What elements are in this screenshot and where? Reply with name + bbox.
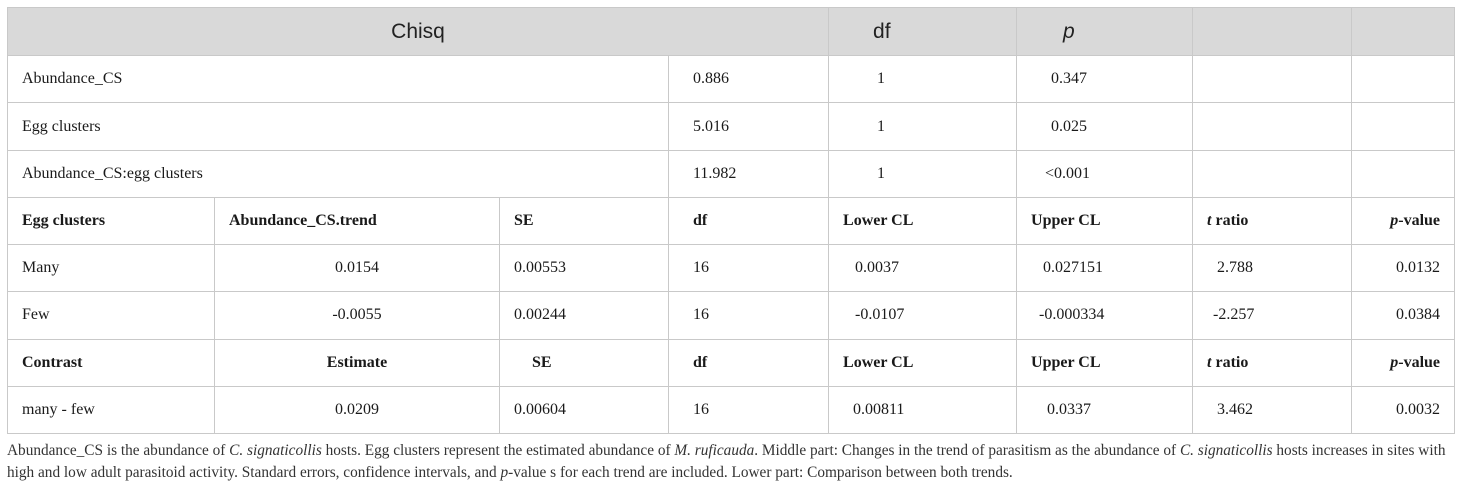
contrast-row: many - few 0.0209 0.00604 16 0.00811 0.0… [7, 385, 1456, 435]
anova-empty-cell [1351, 55, 1456, 104]
anova-p: 0.025 [1016, 102, 1194, 151]
trends-header-trend: Abundance_CS.trend [214, 196, 500, 246]
trend-lower: -0.0107 [828, 291, 1018, 340]
anova-term: Abundance_CS:egg clusters [7, 149, 669, 198]
contrast-t: 3.462 [1192, 385, 1353, 435]
table-caption: Abundance_CS is the abundance of C. sign… [7, 442, 1446, 481]
trend-value: 0.0154 [214, 244, 500, 293]
trend-t: 2.788 [1192, 244, 1353, 293]
contrast-estimate: 0.0209 [214, 385, 500, 435]
contrast-upper: 0.0337 [1016, 385, 1194, 435]
trend-upper: 0.027151 [1016, 244, 1194, 293]
trends-header-t-ratio: t ratio [1192, 196, 1353, 246]
trends-header-row: Egg clusters Abundance_CS.trend SE df Lo… [7, 196, 1456, 246]
trend-se: 0.00244 [499, 291, 669, 340]
header-p: p [1016, 6, 1194, 57]
anova-chisq: 5.016 [667, 102, 830, 151]
results-table: Chisq df p Abundance_CS 0.886 1 0.347 Eg… [6, 6, 1456, 435]
trend-p: 0.0384 [1351, 291, 1456, 340]
anova-term: Egg clusters [7, 102, 669, 151]
contrast-header-contrast: Contrast [7, 338, 215, 387]
header-chisq: Chisq [6, 6, 830, 57]
contrast-header-row: Contrast Estimate SE df Lower CL Upper C… [7, 338, 1456, 387]
anova-row: Egg clusters 5.016 1 0.025 [7, 102, 1456, 151]
trend-row: Many 0.0154 0.00553 16 0.0037 0.027151 2… [7, 244, 1456, 293]
anova-empty-cell [1192, 55, 1353, 104]
trend-t: -2.257 [1192, 291, 1353, 340]
contrast-header-p-value: p-value [1351, 338, 1456, 387]
anova-empty-cell [1192, 102, 1353, 151]
contrast-se: 0.00604 [499, 385, 669, 435]
trends-header-group: Egg clusters [7, 196, 215, 246]
trend-group: Many [7, 244, 215, 293]
anova-df: 1 [828, 55, 1018, 104]
trend-p: 0.0132 [1351, 244, 1456, 293]
contrast-lower: 0.00811 [828, 385, 1018, 435]
anova-df: 1 [828, 102, 1018, 151]
contrast-header-lower: Lower CL [828, 338, 1018, 387]
trend-df: 16 [667, 291, 830, 340]
trends-header-df: df [667, 196, 830, 246]
contrast-header-df: df [667, 338, 830, 387]
trend-row: Few -0.0055 0.00244 16 -0.0107 -0.000334… [7, 291, 1456, 340]
trends-header-lower: Lower CL [828, 196, 1018, 246]
anova-row: Abundance_CS 0.886 1 0.347 [7, 55, 1456, 104]
contrast-header-upper: Upper CL [1016, 338, 1194, 387]
anova-chisq: 0.886 [667, 55, 830, 104]
contrast-label: many - few [7, 385, 215, 435]
trends-header-upper: Upper CL [1016, 196, 1194, 246]
anova-empty-cell [1351, 102, 1456, 151]
anova-p: 0.347 [1016, 55, 1194, 104]
contrast-df: 16 [667, 385, 830, 435]
trend-value: -0.0055 [214, 291, 500, 340]
contrast-header-estimate: Estimate [214, 338, 500, 387]
anova-header-row: Chisq df p [6, 6, 1456, 57]
trend-se: 0.00553 [499, 244, 669, 293]
header-df: df [828, 6, 1018, 57]
trends-header-se: SE [499, 196, 669, 246]
anova-p: <0.001 [1016, 149, 1194, 198]
header-empty-1 [1192, 6, 1353, 57]
contrast-header-se: SE [499, 338, 669, 387]
anova-df: 1 [828, 149, 1018, 198]
header-empty-2 [1351, 6, 1456, 57]
trend-upper: -0.000334 [1016, 291, 1194, 340]
trend-lower: 0.0037 [828, 244, 1018, 293]
anova-empty-cell [1351, 149, 1456, 198]
trends-header-p-value: p-value [1351, 196, 1456, 246]
trend-group: Few [7, 291, 215, 340]
contrast-header-t-ratio: t ratio [1192, 338, 1353, 387]
trend-df: 16 [667, 244, 830, 293]
anova-empty-cell [1192, 149, 1353, 198]
contrast-p: 0.0032 [1351, 385, 1456, 435]
anova-row: Abundance_CS:egg clusters 11.982 1 <0.00… [7, 149, 1456, 198]
anova-term: Abundance_CS [7, 55, 669, 104]
anova-chisq: 11.982 [667, 149, 830, 198]
